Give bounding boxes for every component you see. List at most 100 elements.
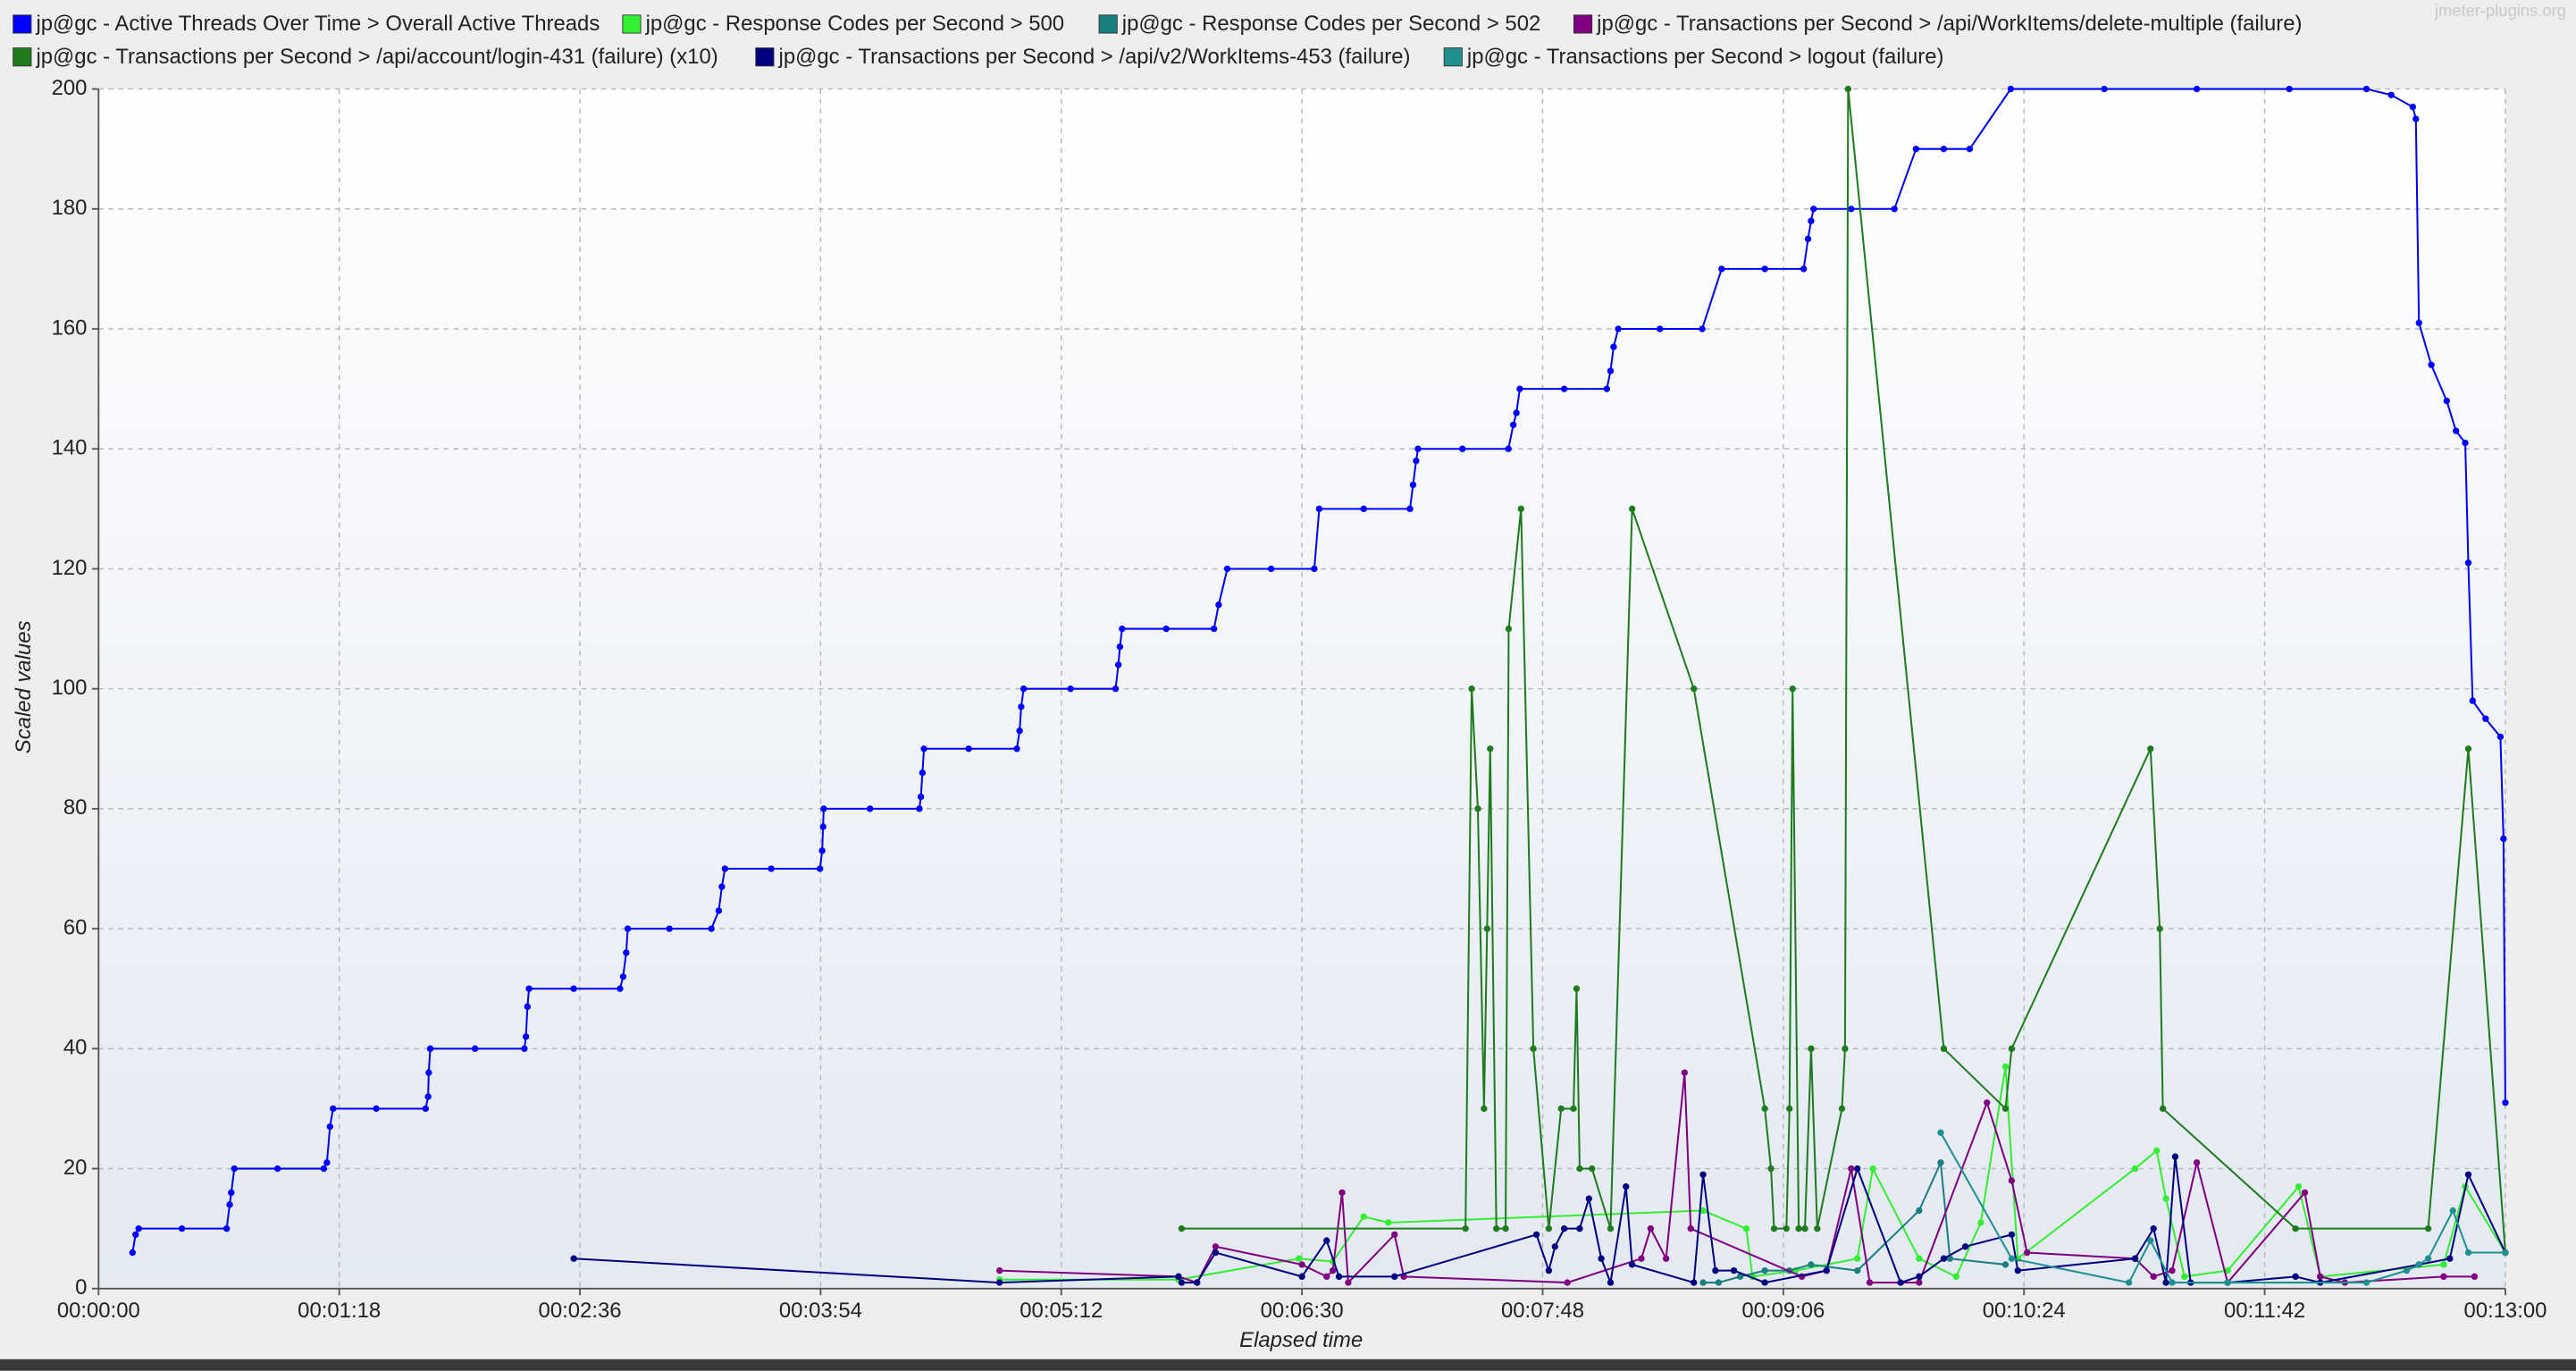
data-point	[2317, 1273, 2324, 1281]
data-point	[1699, 1279, 1707, 1286]
data-point	[320, 1165, 328, 1173]
data-point	[1215, 601, 1222, 609]
data-point	[1360, 505, 1367, 513]
data-point	[471, 1045, 479, 1053]
data-point	[1323, 1237, 1330, 1244]
data-point	[2008, 1255, 2016, 1262]
data-point	[1916, 1207, 1923, 1215]
data-point	[996, 1279, 1003, 1286]
data-point	[1298, 1261, 1305, 1268]
data-point	[2156, 925, 2163, 932]
data-point	[1462, 1224, 1469, 1232]
data-point	[1413, 457, 1420, 465]
data-point	[866, 805, 874, 812]
data-point	[1770, 1224, 1778, 1232]
data-point	[1742, 1224, 1750, 1232]
data-point	[1178, 1279, 1186, 1286]
data-point	[2295, 1183, 2303, 1190]
data-point	[1564, 1279, 1571, 1286]
data-point	[965, 745, 972, 753]
data-point	[1212, 1243, 1220, 1250]
data-point	[1557, 1105, 1565, 1113]
data-point	[1615, 325, 1622, 332]
data-point	[2286, 85, 2293, 93]
x-tick-label: 00:10:24	[1983, 1299, 2066, 1323]
data-point	[1018, 703, 1025, 711]
legend-swatch	[622, 14, 642, 34]
data-point	[708, 925, 715, 932]
data-point	[1481, 1105, 1488, 1113]
y-tick-label: 180	[52, 196, 88, 220]
data-point	[1585, 1195, 1592, 1202]
data-point	[426, 1045, 434, 1053]
data-point	[1406, 505, 1414, 513]
data-point	[1016, 727, 1023, 735]
data-point	[1984, 1099, 1991, 1106]
data-point	[917, 793, 925, 801]
data-point	[2469, 697, 2477, 704]
data-point	[2001, 1261, 2010, 1268]
data-point	[768, 865, 775, 872]
data-point	[422, 1105, 430, 1113]
data-point	[570, 985, 577, 992]
data-point	[1966, 146, 1974, 153]
data-point	[2462, 439, 2469, 447]
data-point	[1854, 1255, 1861, 1262]
data-point	[1916, 1279, 1923, 1286]
data-point	[1385, 1219, 1392, 1226]
data-point	[820, 805, 827, 812]
data-point	[1848, 1165, 1855, 1173]
data-point	[1505, 625, 1513, 633]
data-point	[721, 865, 729, 872]
data-point	[2482, 715, 2489, 722]
data-point	[1801, 1224, 1808, 1232]
data-point	[1502, 1224, 1509, 1232]
data-point	[1013, 745, 1020, 753]
data-point	[2150, 1224, 2157, 1232]
data-point	[996, 1266, 1003, 1274]
data-point	[920, 745, 927, 753]
data-point	[2428, 361, 2435, 368]
data-point	[1573, 985, 1581, 992]
data-point	[1718, 265, 1725, 273]
x-tick-label: 00:00:00	[57, 1299, 140, 1323]
data-point	[1961, 1243, 1969, 1250]
data-point	[1715, 1279, 1723, 1286]
data-point	[819, 823, 827, 830]
y-tick-label: 40	[63, 1036, 88, 1060]
data-point	[1116, 643, 1124, 651]
data-point	[2464, 745, 2472, 753]
data-point	[2171, 1153, 2179, 1160]
x-tick-label: 00:11:42	[2224, 1299, 2305, 1323]
data-point	[1483, 925, 1491, 932]
data-point	[522, 1033, 530, 1040]
data-point	[2181, 1273, 2188, 1281]
data-point	[1854, 1266, 1861, 1274]
legend-label: jp@gc - Response Codes per Second > 500	[645, 12, 1065, 36]
data-point	[2001, 1063, 2010, 1071]
data-point	[1916, 1255, 1923, 1262]
data-point	[2362, 85, 2370, 93]
data-point	[617, 985, 624, 992]
data-point	[226, 1201, 233, 1208]
legend-swatch	[13, 14, 32, 34]
data-point	[2502, 1249, 2509, 1257]
x-tick-label: 00:06:30	[1261, 1299, 1344, 1323]
data-point	[1761, 1279, 1768, 1286]
data-point	[1329, 1266, 1337, 1274]
data-point	[1848, 206, 1855, 213]
data-point	[231, 1165, 238, 1173]
watermark: jmeter-plugins.org	[2434, 1, 2566, 20]
data-point	[1194, 1279, 1201, 1286]
data-point	[1977, 1219, 1984, 1226]
data-point	[818, 847, 826, 854]
data-point	[1916, 1273, 1923, 1281]
data-point	[2193, 1159, 2201, 1166]
y-tick-label: 100	[52, 676, 88, 700]
data-point	[1712, 1266, 1719, 1274]
data-point	[666, 925, 673, 932]
data-point	[1842, 1045, 1849, 1053]
data-point	[1338, 1189, 1346, 1197]
data-point	[1699, 1171, 1707, 1178]
data-point	[222, 1224, 231, 1232]
